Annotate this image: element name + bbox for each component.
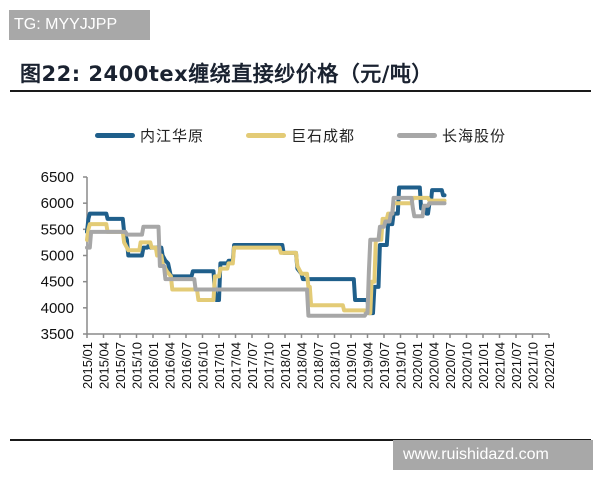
y-tick-label: 6000 bbox=[41, 195, 74, 212]
x-tick-label: 2022/01 bbox=[542, 342, 557, 389]
watermark-bottom: www.ruishidazd.com bbox=[393, 440, 593, 470]
x-tick-label: 2019/04 bbox=[361, 342, 376, 389]
figure-title: 图22: 2400tex缠绕直接纱价格（元/吨） bbox=[20, 62, 433, 86]
legend-item-jushi: 巨石成都 bbox=[246, 125, 355, 146]
legend-swatch bbox=[95, 132, 135, 138]
series-line bbox=[85, 185, 447, 316]
legend-item-neijiang: 内江华原 bbox=[95, 125, 204, 146]
x-tick-label: 2021/04 bbox=[493, 342, 508, 389]
legend-swatch bbox=[397, 132, 438, 138]
x-tick-label: 2015/04 bbox=[97, 342, 112, 389]
x-tick-label: 2021/10 bbox=[526, 342, 541, 389]
title-rule bbox=[10, 90, 591, 92]
x-tick-label: 2018/01 bbox=[278, 342, 293, 389]
legend-item-changhai: 长海股份 bbox=[397, 125, 506, 146]
y-tick-label: 3500 bbox=[41, 326, 74, 343]
bottom-rule bbox=[10, 439, 591, 441]
legend-swatch bbox=[246, 132, 287, 138]
y-tick-label: 5500 bbox=[41, 221, 74, 238]
chart-legend: 内江华原 巨石成都 长海股份 bbox=[95, 124, 548, 146]
series-line bbox=[85, 195, 447, 316]
x-tick-label: 2016/04 bbox=[163, 342, 178, 389]
x-tick-label: 2020/07 bbox=[443, 342, 458, 389]
x-tick-label: 2018/04 bbox=[295, 342, 310, 389]
watermark-top: TG: MYYJJPP bbox=[9, 10, 150, 40]
x-tick-label: 2021/01 bbox=[476, 342, 491, 389]
x-tick-label: 2019/01 bbox=[344, 342, 359, 389]
y-tick-label: 5000 bbox=[41, 248, 74, 265]
series-line bbox=[85, 195, 447, 318]
x-tick-label: 2017/01 bbox=[212, 342, 227, 389]
y-axis: 3500 4000 4500 5000 5500 6000 6500 bbox=[41, 169, 88, 343]
x-tick-label: 2018/10 bbox=[328, 342, 343, 389]
x-tick-label: 2017/04 bbox=[229, 342, 244, 389]
x-tick-label: 2019/07 bbox=[377, 342, 392, 389]
x-tick-label: 2019/10 bbox=[394, 342, 409, 389]
x-tick-label: 2016/01 bbox=[146, 342, 161, 389]
x-tick-label: 2020/04 bbox=[427, 342, 442, 389]
x-tick-label: 2015/10 bbox=[130, 342, 145, 389]
x-tick-label: 2018/07 bbox=[311, 342, 326, 389]
x-tick-label: 2016/07 bbox=[179, 342, 194, 389]
y-tick-label: 4500 bbox=[41, 274, 74, 291]
x-axis: 2015/01 2015/04 2015/07 2015/10 2016/01 2016/… bbox=[80, 333, 557, 389]
y-tick-label: 6500 bbox=[41, 169, 74, 186]
x-tick-label: 2015/07 bbox=[113, 342, 128, 389]
x-tick-label: 2015/01 bbox=[80, 342, 95, 389]
x-tick-label: 2017/07 bbox=[245, 342, 260, 389]
y-tick-label: 4000 bbox=[41, 300, 74, 317]
x-tick-label: 2021/07 bbox=[509, 342, 524, 389]
x-tick-label: 2016/10 bbox=[196, 342, 211, 389]
x-tick-label: 2017/10 bbox=[262, 342, 277, 389]
x-tick-label: 2020/10 bbox=[460, 342, 475, 389]
series-lines bbox=[85, 185, 447, 318]
x-tick-label: 2020/01 bbox=[410, 342, 425, 389]
legend-label: 长海股份 bbox=[442, 126, 507, 145]
legend-label: 巨石成都 bbox=[291, 126, 356, 145]
legend-label: 内江华原 bbox=[140, 126, 205, 145]
